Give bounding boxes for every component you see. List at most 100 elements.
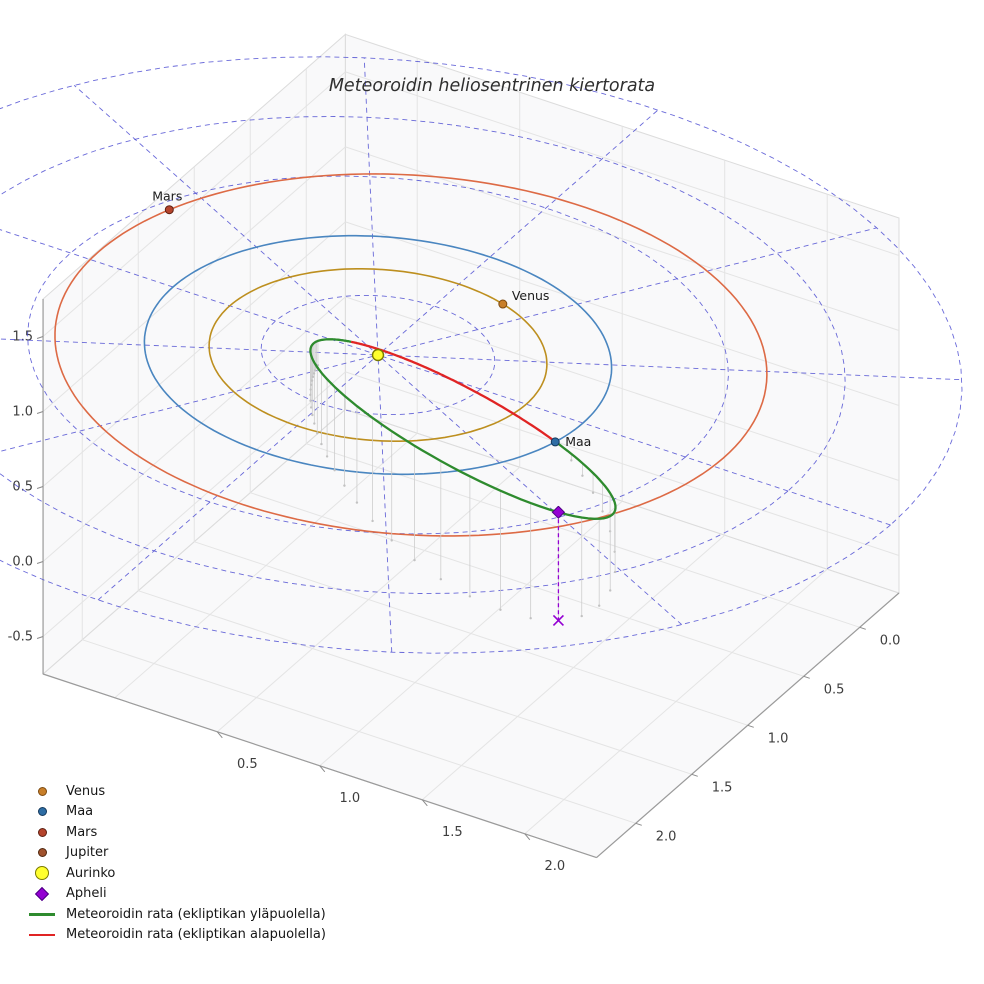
z-tick — [36, 336, 44, 339]
x-tick — [319, 765, 326, 773]
legend-marker-glyph — [37, 807, 47, 817]
z-tick-label: 0.5 — [12, 480, 33, 495]
legend-item: Venus — [24, 781, 326, 802]
legend-marker-glyph — [35, 866, 49, 881]
wall-grid-z — [42, 371, 346, 637]
legend-item-label: Venus — [66, 783, 106, 799]
legend-item: Maa — [24, 802, 326, 823]
stem-foot-dot — [314, 369, 317, 372]
stem-foot-dot — [311, 375, 315, 379]
legend-item-label: Jupiter — [66, 845, 109, 861]
meteoroid-below-ecliptic-path — [350, 340, 558, 444]
stem-foot-dot — [601, 510, 604, 513]
stem-foot-dot — [413, 558, 416, 562]
wall-grid-z — [345, 371, 900, 556]
x-tick-label: 1.0 — [339, 791, 360, 806]
z-tick — [36, 486, 44, 489]
y-tick-label: 2.0 — [656, 829, 677, 844]
legend-marker-glyph — [34, 886, 50, 901]
maa-label: Maa — [565, 434, 591, 449]
legend-marker-dot-icon — [24, 807, 60, 817]
legend-item-label: Mars — [66, 824, 98, 840]
y-tick-label: 1.5 — [712, 780, 733, 795]
legend-item-label: Meteoroidin rata (ekliptikan alapuolella… — [66, 927, 326, 943]
stem-foot-dot — [613, 570, 617, 574]
stem-foot-dot — [570, 459, 573, 462]
stem-foot-dot — [439, 578, 443, 581]
stem-foot-dot — [613, 550, 616, 554]
legend-marker-glyph — [37, 827, 47, 837]
legend-item: Meteoroidin rata (ekliptikan yläpuolella… — [24, 904, 326, 925]
wall-grid-z — [42, 71, 346, 337]
y-tick-label: 0.0 — [880, 633, 901, 648]
stem-foot-dot — [355, 501, 359, 504]
legend-marker-dot-icon — [24, 786, 60, 796]
stem-foot-dot — [313, 422, 316, 425]
stem-foot-dot — [591, 491, 595, 494]
stem-foot-dot — [371, 519, 374, 523]
stem-foot-dot — [309, 399, 312, 402]
z-tick-label: -0.5 — [8, 630, 33, 645]
z-tick — [36, 561, 44, 564]
stem-foot-dot — [580, 614, 583, 618]
legend-marker-glyph — [37, 848, 47, 858]
legend-marker-glyph — [37, 786, 47, 796]
x-tick — [524, 833, 531, 841]
y-tick — [635, 822, 642, 826]
x-tick — [216, 731, 223, 739]
legend: Venus Maa Mars Jupiter Aurinko Apheli Meteoroi… — [24, 781, 326, 945]
ecliptic-grid-circle — [260, 294, 496, 416]
stem-foot-dot — [310, 383, 313, 387]
chart-title: Meteoroidin heliosentrinen kiertorata — [328, 76, 656, 96]
legend-marker-dot_large-icon — [24, 866, 60, 881]
stem-foot-dot — [310, 379, 314, 382]
y-tick-label: 1.0 — [768, 731, 789, 746]
legend-item: Mars — [24, 822, 326, 843]
venus-label: Venus — [512, 288, 550, 303]
stem-foot-dot — [312, 372, 316, 375]
maa-marker — [550, 437, 560, 447]
z-tick — [36, 411, 44, 414]
y-tick — [859, 626, 866, 630]
legend-item-label: Aurinko — [66, 865, 116, 881]
z-tick-label: 1.5 — [12, 330, 33, 345]
stem-foot-dot — [529, 617, 532, 620]
stem-foot-dot — [311, 413, 314, 417]
aphelion-ground-x-icon — [552, 614, 564, 626]
floor-grid-y — [82, 639, 636, 824]
stem-foot-dot — [309, 388, 312, 391]
stem-foot-dot — [581, 474, 584, 477]
y-tick — [747, 724, 754, 728]
legend-item-label: Apheli — [66, 886, 107, 902]
legend-marker-diamond-icon — [24, 886, 60, 901]
floor-grid-y — [138, 590, 692, 775]
venus-marker — [498, 299, 508, 309]
stem-foot-dot — [609, 589, 612, 592]
stem-foot-dot — [320, 442, 323, 446]
legend-marker-line-icon — [24, 913, 60, 916]
x-tick — [421, 799, 428, 807]
z-tick-label: 0.0 — [12, 555, 33, 570]
legend-marker-line-icon — [24, 933, 60, 936]
legend-item: Jupiter — [24, 843, 326, 864]
meteoroid-above-ecliptic-path — [309, 338, 617, 520]
legend-marker-dot-icon — [24, 848, 60, 858]
stem-foot-dot — [309, 406, 313, 409]
stem-foot-dot — [325, 455, 329, 458]
z-tick — [36, 636, 44, 639]
legend-item: Apheli — [24, 884, 326, 905]
venus-orbit — [208, 268, 548, 442]
stem-foot-dot — [333, 469, 336, 472]
z-tick-label: 1.0 — [12, 405, 33, 420]
maa-orbit — [143, 234, 613, 476]
x-tick-label: 0.5 — [237, 757, 258, 772]
mars-marker — [164, 205, 174, 215]
x-tick-label: 2.0 — [544, 859, 565, 874]
floor-grid-y — [250, 492, 804, 677]
x-tick-label: 1.5 — [442, 825, 463, 840]
sun-marker — [371, 348, 385, 362]
legend-marker-dot-icon — [24, 827, 60, 837]
wall-grid-z — [42, 221, 346, 487]
